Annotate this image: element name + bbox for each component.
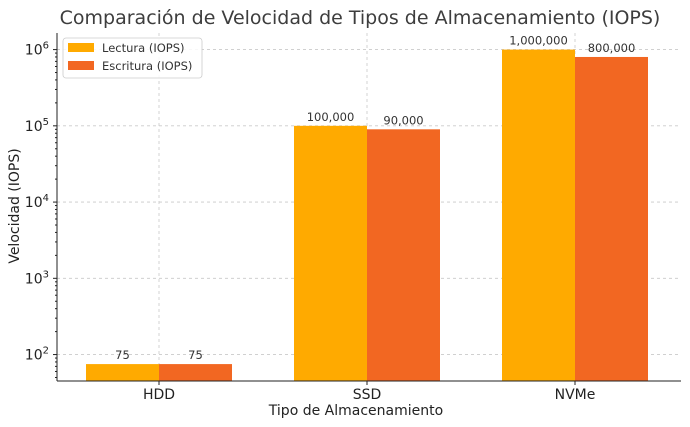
bar — [502, 49, 575, 382]
data-label: 90,000 — [383, 113, 423, 127]
y-tick-label: 106 — [25, 41, 49, 59]
legend-swatch — [68, 61, 94, 70]
x-tick-label: HDD — [143, 387, 175, 403]
bar — [575, 56, 648, 382]
axes: 102 103 104 105 106 HDD SSD NVMe — [25, 33, 681, 403]
bars — [86, 49, 648, 382]
x-tick-label: NVMe — [555, 387, 596, 403]
data-label: 100,000 — [307, 110, 355, 124]
chart-title: Comparación de Velocidad de Tipos de Alm… — [60, 7, 661, 29]
data-label: 800,000 — [588, 41, 636, 55]
legend-label: Escritura (IOPS) — [102, 59, 192, 73]
bar — [294, 125, 367, 381]
x-axis-label: Tipo de Almacenamiento — [268, 403, 443, 419]
data-label: 75 — [115, 348, 130, 362]
legend-label: Lectura (IOPS) — [102, 41, 184, 55]
data-label: 75 — [188, 348, 203, 362]
data-labels: 75 100,000 1,000,000 75 90,000 800,000 — [115, 34, 635, 363]
legend-box — [62, 37, 203, 79]
y-axis-label: Velocidad (IOPS) — [7, 148, 23, 263]
legend: Lectura (IOPS) Escritura (IOPS) — [62, 37, 203, 79]
y-tick-label: 105 — [25, 117, 49, 135]
legend-swatch — [68, 43, 94, 52]
data-label: 1,000,000 — [509, 34, 568, 48]
bar — [86, 364, 159, 381]
x-tick-label: SSD — [353, 387, 382, 403]
y-tick-label: 102 — [25, 346, 49, 364]
bar — [159, 364, 232, 381]
y-tick-label: 104 — [25, 193, 49, 211]
y-tick-label: 103 — [25, 269, 49, 287]
bar — [367, 129, 440, 381]
